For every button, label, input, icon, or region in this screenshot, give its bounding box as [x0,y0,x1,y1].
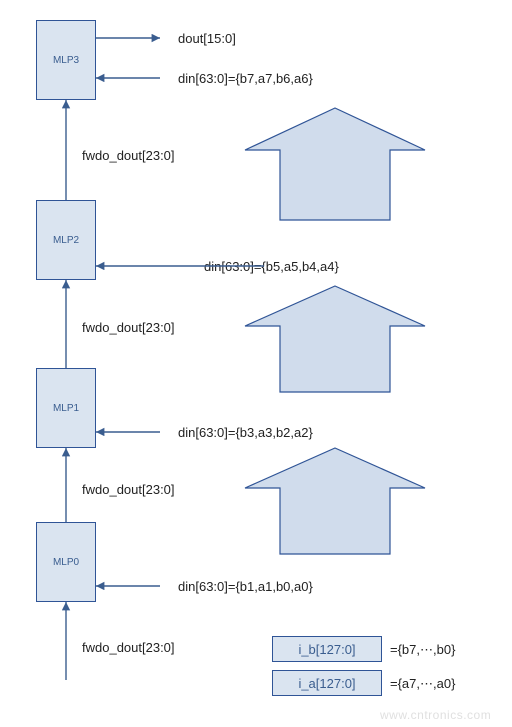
mlp0-box: MLP0 [36,522,96,602]
watermark-text: www.cntronics.com [380,708,491,722]
legend-ib-label: i_b[127:0] [298,642,355,657]
legend-ia-label: i_a[127:0] [298,676,355,691]
legend-ib-box: i_b[127:0] [272,636,382,662]
mlp1-label: MLP1 [53,403,79,414]
legend-ia-box: i_a[127:0] [272,670,382,696]
fwdo1-label: fwdo_dout[23:0] [82,482,175,497]
din1-label: din[63:0]={b3,a3,b2,a2} [178,425,313,440]
fwdo3-label: fwdo_dout[23:0] [82,148,175,163]
dout-label: dout[15:0] [178,31,236,46]
mlp0-label: MLP0 [53,557,79,568]
arrows-overlay [0,0,512,727]
mlp2-label: MLP2 [53,235,79,246]
din3-label: din[63:0]={b7,a7,b6,a6} [178,71,313,86]
din0-label: din[63:0]={b1,a1,b0,a0} [178,579,313,594]
reg1-label: reg[127:64] [300,352,366,367]
din2-label: din[63:0]={b5,a5,b4,a4} [204,259,339,274]
mlp3-label: MLP3 [53,55,79,66]
fwdo2-label: fwdo_dout[23:0] [82,320,175,335]
mlp2-box: MLP2 [36,200,96,280]
fwdo0-label: fwdo_dout[23:0] [82,640,175,655]
reg2-label: reg[127:32] [300,516,366,531]
reg0-label: reg[127:96] [300,178,366,193]
legend-ia-eq: ={a7,⋯,a0} [390,676,455,692]
legend-ib-eq: ={b7,⋯,b0} [390,642,455,658]
mlp3-box: MLP3 [36,20,96,100]
mlp1-box: MLP1 [36,368,96,448]
